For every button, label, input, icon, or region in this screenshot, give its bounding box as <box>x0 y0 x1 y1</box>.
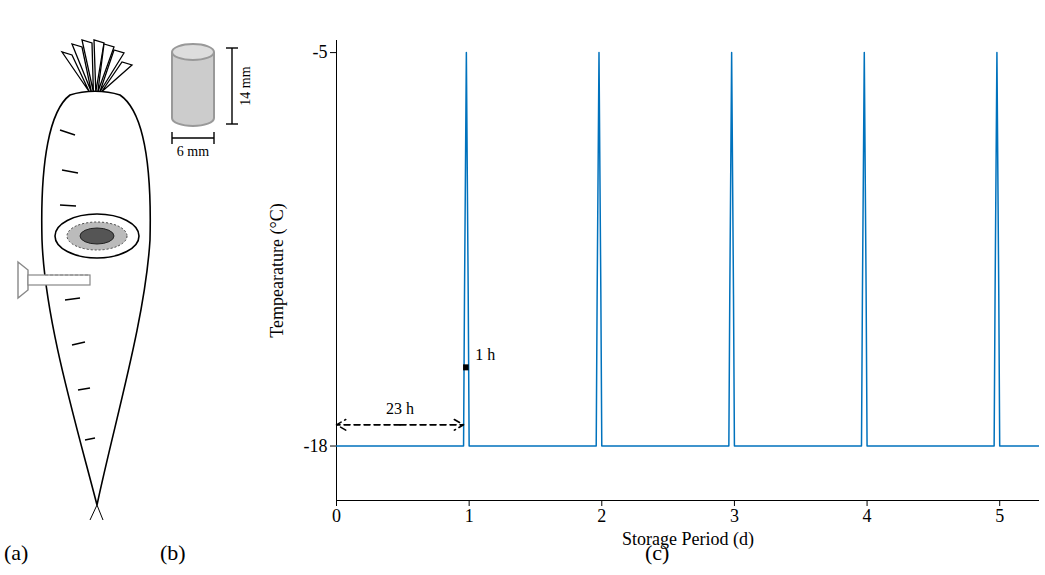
svg-text:6 mm: 6 mm <box>177 144 209 159</box>
svg-text:-5: -5 <box>313 42 328 62</box>
svg-text:14 mm: 14 mm <box>238 66 253 105</box>
svg-text:-18: -18 <box>304 436 328 456</box>
svg-text:1: 1 <box>465 506 474 526</box>
svg-text:1 h: 1 h <box>475 346 495 363</box>
svg-text:Tempearature (°C): Tempearature (°C) <box>267 203 288 337</box>
svg-text:2: 2 <box>597 506 606 526</box>
svg-text:5: 5 <box>995 506 1004 526</box>
svg-text:Storage Period (d): Storage Period (d) <box>622 529 754 550</box>
svg-text:3: 3 <box>730 506 739 526</box>
svg-text:23 h: 23 h <box>386 400 414 417</box>
svg-text:0: 0 <box>332 506 341 526</box>
svg-text:4: 4 <box>863 506 872 526</box>
